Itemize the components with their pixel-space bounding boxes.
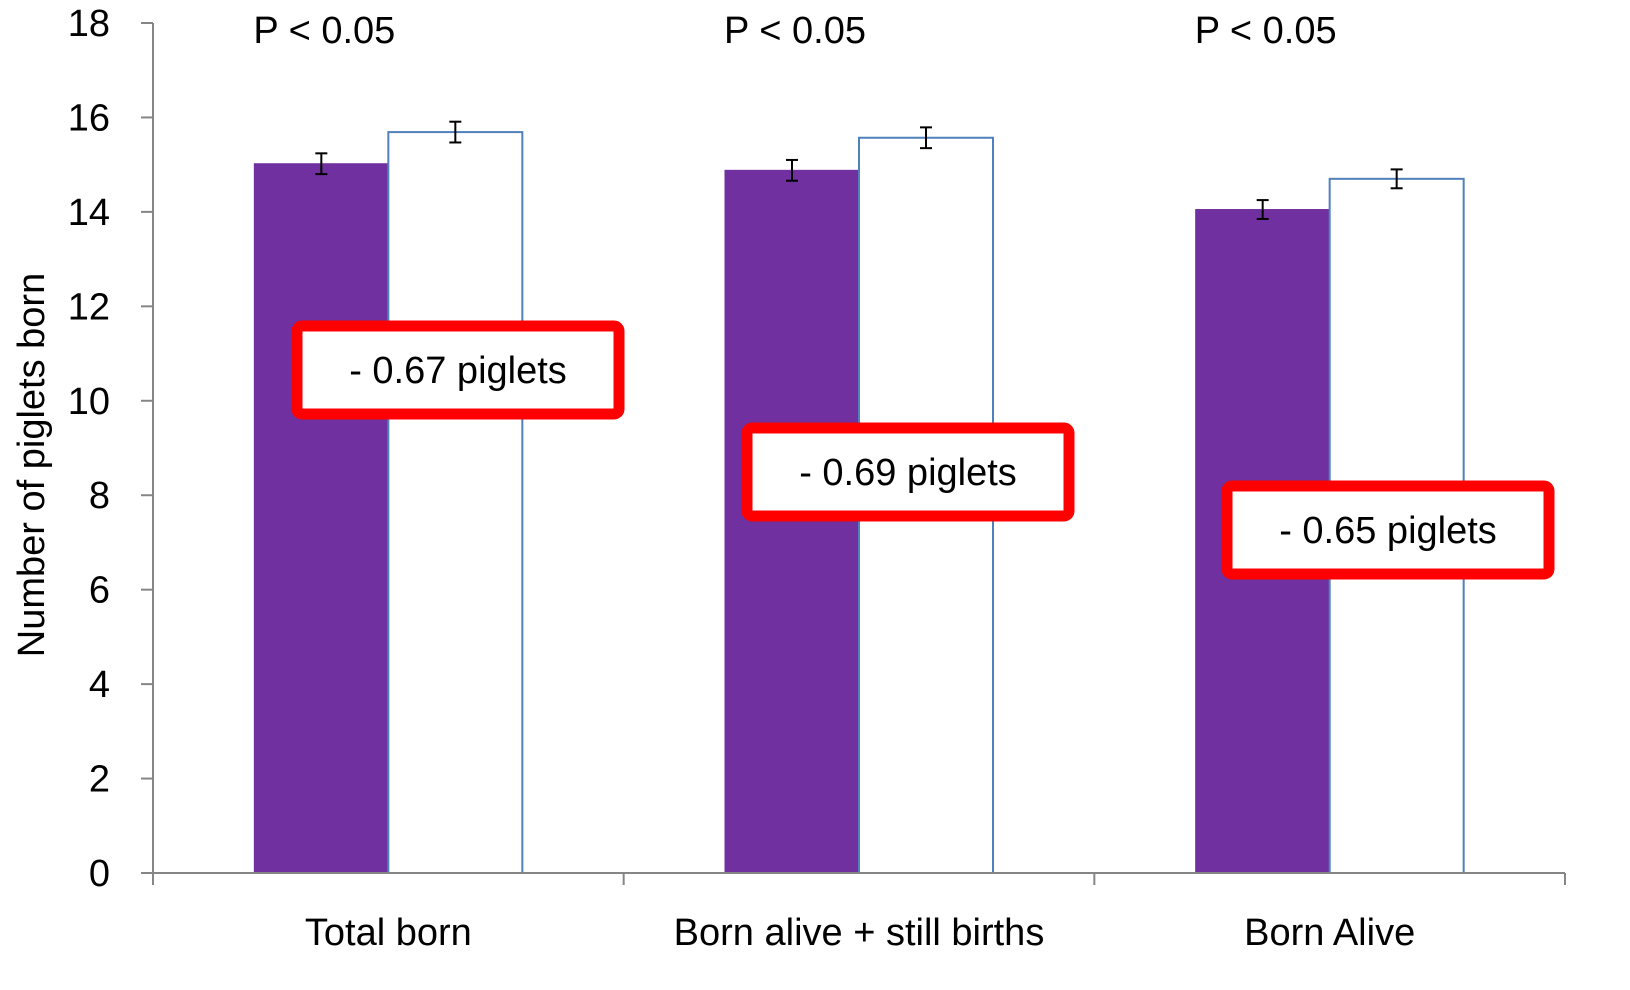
p-value-label: P < 0.05 xyxy=(724,10,866,52)
error-bar-series-1-3 xyxy=(1256,199,1269,220)
bar-series-1-2 xyxy=(724,169,860,874)
x-category-label: Born Alive xyxy=(1244,912,1415,954)
annotation-text: - 0.69 piglets xyxy=(799,452,1017,494)
y-tick-label: 18 xyxy=(68,3,110,45)
annotation-callout: - 0.65 piglets xyxy=(1221,480,1555,580)
y-axis-label: Number of piglets born xyxy=(11,273,53,657)
y-tick-label: 4 xyxy=(89,664,110,706)
annotation-callout: - 0.67 piglets xyxy=(291,320,625,420)
error-bar-series-1-2 xyxy=(786,158,798,182)
x-category-label: Born alive + still births xyxy=(674,912,1045,954)
p-value-label: P < 0.05 xyxy=(1195,10,1337,52)
y-tick-label: 12 xyxy=(68,286,110,328)
y-tick-label: 6 xyxy=(89,570,110,612)
error-bar-series-2-2 xyxy=(920,126,932,150)
annotation-callout: - 0.69 piglets xyxy=(741,422,1075,522)
bar-series-1-1 xyxy=(253,163,389,874)
y-tick-label: 0 xyxy=(89,853,110,895)
y-tick-label: 16 xyxy=(68,97,110,139)
y-tick-label: 8 xyxy=(89,475,110,517)
p-value-label: P < 0.05 xyxy=(253,10,395,52)
y-tick-label: 14 xyxy=(68,192,110,234)
annotation-text: - 0.65 piglets xyxy=(1279,510,1497,552)
annotation-text: - 0.67 piglets xyxy=(349,350,567,392)
x-category-label: Total born xyxy=(305,912,472,954)
error-bar-series-2-3 xyxy=(1390,168,1403,190)
y-tick-label: 2 xyxy=(89,759,110,801)
bar-series-2-1 xyxy=(387,131,524,875)
y-tick-label: 10 xyxy=(68,381,110,423)
error-bar-series-2-1 xyxy=(449,120,462,144)
error-bar-series-1-1 xyxy=(315,152,328,176)
